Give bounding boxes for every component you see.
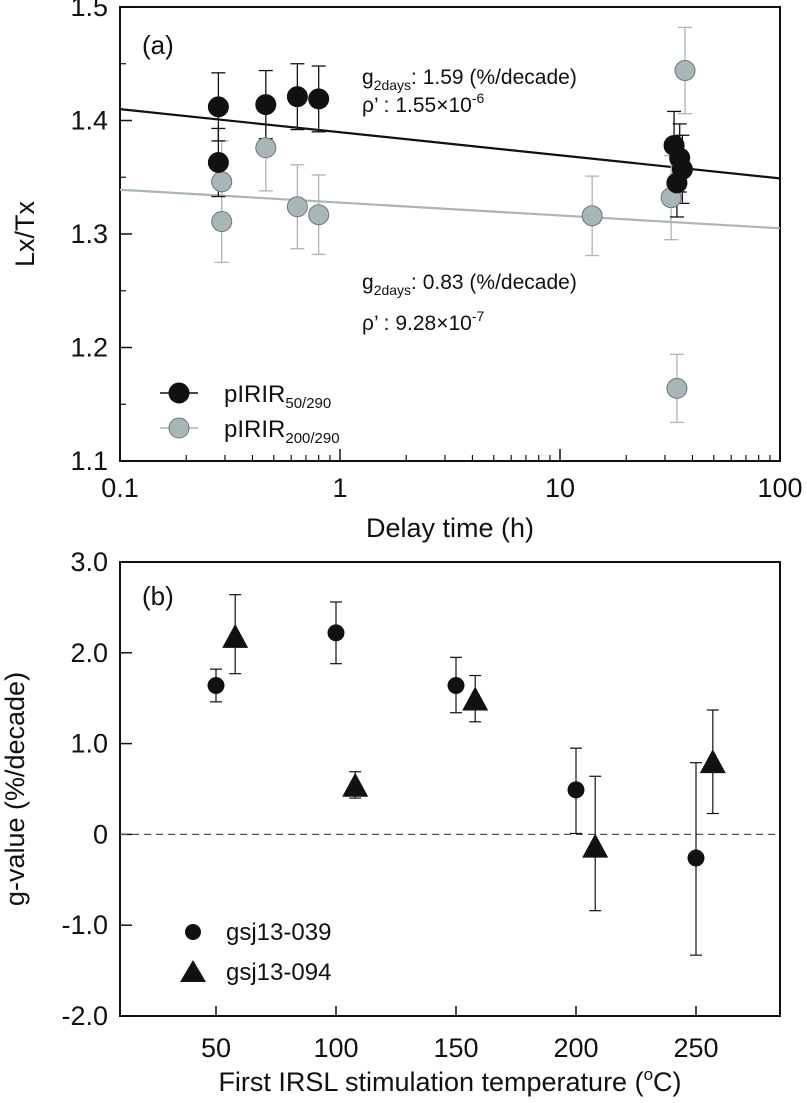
panel-a: (a) Delay time (h) Lx/Tx 0.1 1 10 100 1.1 1.2… xyxy=(10,0,803,543)
data-point-gsj13-094 xyxy=(582,833,609,858)
x-tick-label: 0.1 xyxy=(101,473,139,503)
panel-b-y-axis-label: g-value (%/decade) xyxy=(0,672,30,906)
data-point-gsj13-039 xyxy=(207,676,225,694)
data-point-gsj13-039 xyxy=(327,624,345,642)
legend-label-gsj13-039: gsj13-039 xyxy=(226,919,331,946)
y-tick-label: 3.0 xyxy=(70,547,108,577)
panel-a-points xyxy=(207,60,696,399)
x-tick-label: 1 xyxy=(332,473,347,503)
fit-line-pirir50 xyxy=(119,108,781,180)
y-tick-label: 2.0 xyxy=(70,638,108,668)
data-point-pirir200 xyxy=(211,211,233,233)
data-point-gsj13-094 xyxy=(342,772,369,797)
panel-b-legend: gsj13-039 gsj13-094 xyxy=(180,919,331,986)
legend-marker-pirir50 xyxy=(168,382,190,404)
x-tick-label: 50 xyxy=(201,1033,231,1063)
fit-annotation-rho-50: ρ’ : 1.55×10-6 xyxy=(362,90,485,117)
fit-annotation-rho-200: ρ’ : 9.28×10-7 xyxy=(362,308,485,335)
y-tick-label: 0 xyxy=(93,819,108,849)
data-point-pirir200 xyxy=(255,137,277,159)
x-tick-label: 200 xyxy=(553,1033,598,1063)
x-tick-label: 100 xyxy=(313,1033,358,1063)
panel-b-error-bars xyxy=(210,594,719,956)
legend-label-pirir200: pIRIR200/290 xyxy=(224,416,340,447)
y-tick-label: 1.3 xyxy=(70,219,108,249)
data-point-pirir50 xyxy=(286,86,308,108)
legend-marker-pirir200 xyxy=(168,417,190,439)
panel-a-ticks: 0.1 1 10 100 1.1 1.2 1.3 1.4 1.5 xyxy=(70,0,802,503)
data-point-gsj13-039 xyxy=(687,849,705,867)
panel-a-label: (a) xyxy=(142,30,174,60)
y-tick-label: -1.0 xyxy=(61,910,108,940)
panel-a-x-axis-label: Delay time (h) xyxy=(366,513,534,543)
x-tick-label: 10 xyxy=(545,473,575,503)
legend-marker-gsj13-039 xyxy=(185,924,201,940)
y-tick-label: -2.0 xyxy=(61,1001,108,1031)
panel-a-legend: pIRIR50/290 pIRIR200/290 xyxy=(160,381,340,447)
data-point-pirir50 xyxy=(207,151,229,173)
y-tick-label: 1.2 xyxy=(70,333,108,363)
y-tick-label: 1.5 xyxy=(70,0,108,22)
panel-a-y-axis-label: Lx/Tx xyxy=(10,200,40,267)
data-point-pirir50 xyxy=(671,158,693,180)
data-point-pirir200 xyxy=(674,60,696,82)
panel-a-fit-lines xyxy=(119,108,781,230)
legend-marker-gsj13-094 xyxy=(180,960,206,982)
data-point-gsj13-094 xyxy=(462,686,489,711)
x-tick-label: 250 xyxy=(673,1033,718,1063)
y-tick-label: 1.0 xyxy=(70,729,108,759)
legend-label-gsj13-094: gsj13-094 xyxy=(226,959,331,986)
panel-b-points xyxy=(207,623,726,867)
data-point-pirir200 xyxy=(581,205,603,227)
panel-b-label: (b) xyxy=(142,581,174,611)
data-point-gsj13-094 xyxy=(222,623,249,648)
data-point-gsj13-039 xyxy=(567,781,585,799)
x-tick-label: 150 xyxy=(433,1033,478,1063)
fit-line-pirir200 xyxy=(119,188,781,230)
x-tick-label: 100 xyxy=(757,473,802,503)
panel-b-x-axis-label: First IRSL stimulation temperature (oC) xyxy=(218,1065,681,1097)
data-point-gsj13-094 xyxy=(699,749,726,774)
data-point-pirir50 xyxy=(207,96,229,118)
fit-annotation-g-50: g2days: 1.59 (%/decade) xyxy=(362,66,577,93)
y-tick-label: 1.4 xyxy=(70,106,108,136)
data-point-pirir200 xyxy=(666,377,688,399)
data-point-gsj13-039 xyxy=(447,676,465,694)
panel-b: (b) First IRSL stimulation temperature (… xyxy=(0,547,781,1097)
panel-b-ticks: 50 100 150 200 250 3.0 2.0 1.0 0 -1.0 -2.0 xyxy=(61,547,718,1063)
y-tick-label: 1.1 xyxy=(70,446,108,476)
data-point-pirir50 xyxy=(255,94,277,116)
data-point-pirir200 xyxy=(211,171,233,193)
legend-label-pirir50: pIRIR50/290 xyxy=(224,381,331,412)
data-point-pirir200 xyxy=(286,196,308,218)
data-point-pirir50 xyxy=(308,88,330,110)
fit-annotation-g-200: g2days: 0.83 (%/decade) xyxy=(362,271,577,298)
panel-b-frame xyxy=(119,561,781,1017)
data-point-pirir200 xyxy=(308,204,330,226)
